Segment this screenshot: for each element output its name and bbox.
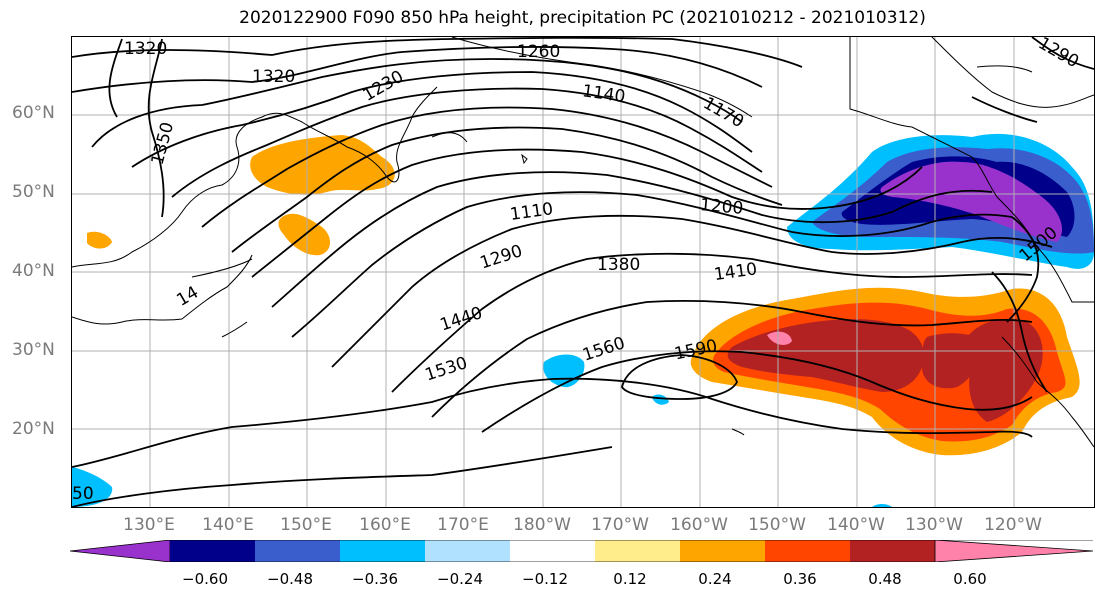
colorbar-tick-label: −0.36 — [352, 570, 398, 588]
latitude-label: 40°N — [12, 261, 55, 281]
colorbar-tick-label: −0.60 — [182, 570, 228, 588]
colorbar-tick-label: 0.24 — [698, 570, 732, 588]
colorbar-segment — [765, 540, 850, 562]
contour-label: 1530 — [423, 353, 470, 385]
colorbar-segment — [425, 540, 510, 562]
contour-label: 1380 — [597, 255, 640, 275]
latitude-label: 30°N — [12, 340, 55, 360]
colorbar-segment — [850, 540, 935, 562]
colorbar-segment — [70, 540, 171, 562]
map-panel: 1320 1320 1260 1230 1140 1170 1350 1110 … — [71, 36, 1095, 508]
contour-label: 1320 — [124, 39, 167, 59]
longitude-label: 130°W — [905, 515, 963, 535]
contour-label: 1290 — [1035, 37, 1082, 72]
colorbar-segment — [255, 540, 340, 562]
longitude-label: 150°E — [280, 515, 332, 535]
colorbar-segment — [595, 540, 680, 562]
colorbar-segment — [680, 540, 765, 562]
map-title: 2020122900 F090 850 hPa height, precipit… — [239, 8, 926, 28]
colorbar-segment — [170, 540, 255, 562]
colorbar-tick-label: −0.12 — [522, 570, 568, 588]
graticule — [72, 37, 1094, 507]
longitude-label: 150°W — [748, 515, 806, 535]
contour-label: 1560 — [580, 333, 627, 365]
contour-label: 1260 — [517, 42, 560, 62]
colorbar-tick-label: 0.60 — [953, 570, 987, 588]
contour-label: 50 — [72, 484, 94, 504]
colorbar-segment — [510, 540, 595, 562]
contour-label: 1350 — [148, 120, 179, 167]
longitude-label: 160°E — [359, 515, 411, 535]
height-contours — [72, 37, 1094, 507]
contour-label: 1230 — [360, 67, 407, 106]
latitude-label: 60°N — [12, 103, 55, 123]
positive-precip-region — [87, 135, 1080, 456]
longitude-label: 160°W — [670, 515, 728, 535]
colorbar-tick-label: −0.48 — [267, 570, 313, 588]
latitude-label: 50°N — [12, 182, 55, 202]
colorbar-tick-label: 0.48 — [868, 570, 902, 588]
longitude-label: 140°W — [827, 515, 885, 535]
colorbar-tick-label: 0.12 — [613, 570, 647, 588]
colorbar-segment — [340, 540, 425, 562]
contour-label: 1200 — [699, 195, 744, 219]
contour-label: 1170 — [700, 93, 747, 132]
contour-label: 1320 — [252, 67, 295, 87]
longitude-label: 130°E — [123, 515, 175, 535]
colorbar — [70, 540, 1094, 562]
contour-label: 1440 — [438, 303, 485, 335]
colorbar-segment — [934, 540, 1094, 562]
contour-label: 1410 — [713, 259, 759, 285]
map-canvas: 1320 1320 1260 1230 1140 1170 1350 1110 … — [72, 37, 1094, 507]
latitude-label: 20°N — [12, 419, 55, 439]
longitude-label: 170°E — [437, 515, 489, 535]
longitude-label: 170°W — [591, 515, 649, 535]
colorbar-tick-label: −0.24 — [437, 570, 483, 588]
longitude-label: 140°E — [202, 515, 254, 535]
contour-label: 1290 — [478, 241, 525, 273]
longitude-label: 180°W — [513, 515, 571, 535]
longitude-label: 120°W — [984, 515, 1042, 535]
colorbar-tick-label: 0.36 — [783, 570, 817, 588]
